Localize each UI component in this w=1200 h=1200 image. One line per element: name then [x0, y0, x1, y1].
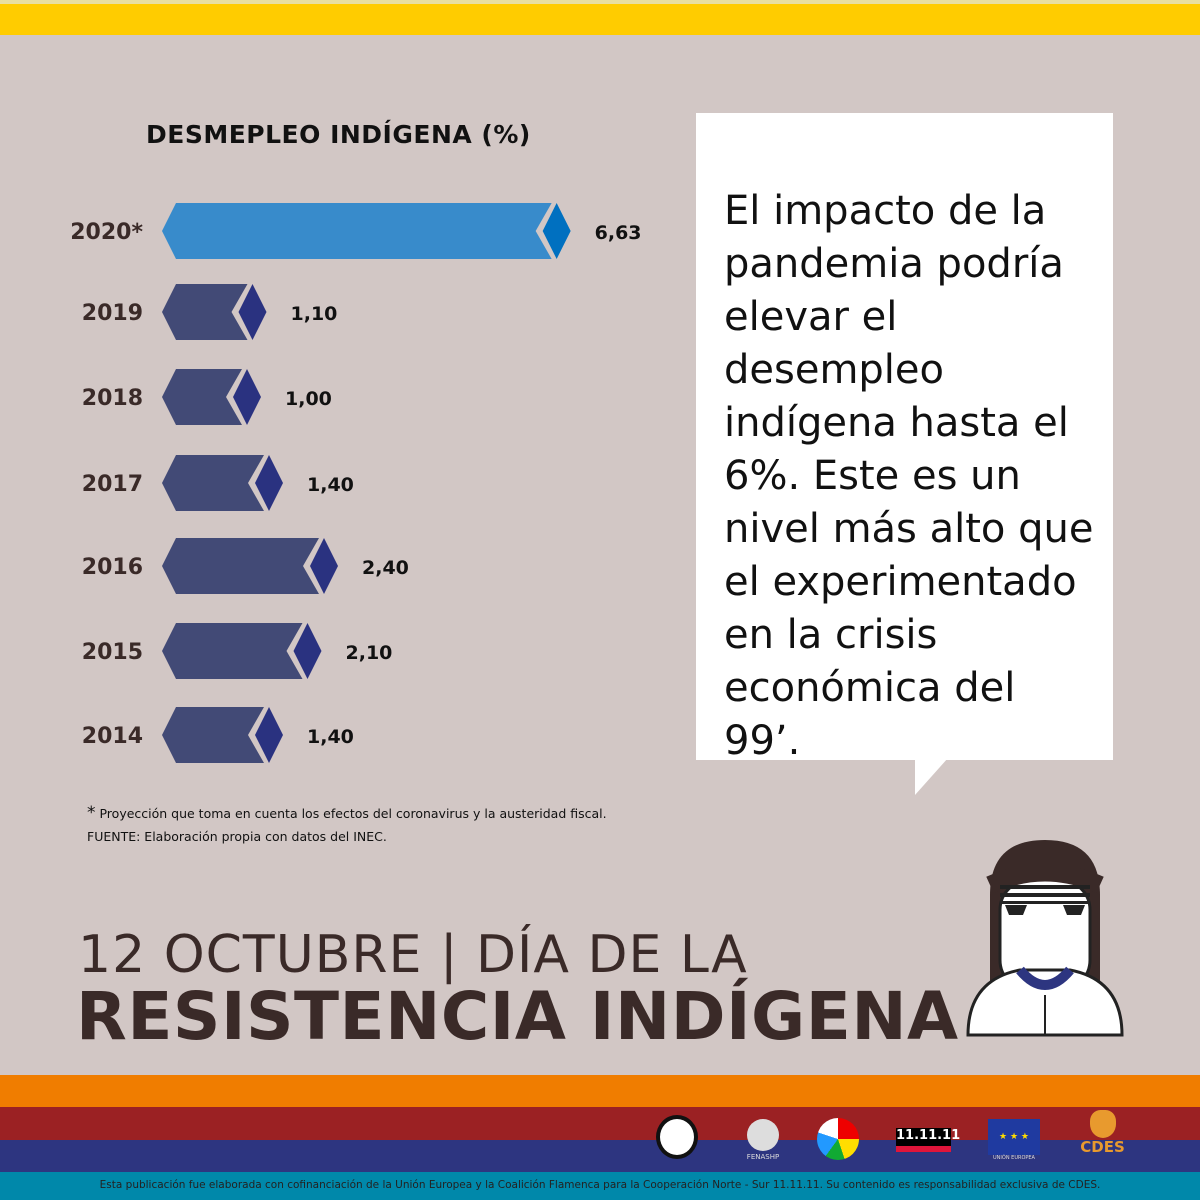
value-label: 1,40: [307, 474, 354, 496]
footer-disclaimer: Esta publicación fue elaborada con cofin…: [99, 1179, 1101, 1191]
year-label: 2018: [82, 386, 143, 411]
chart-title: DESMEPLEO INDÍGENA (%): [146, 120, 531, 149]
conaie-logo: [817, 1118, 859, 1160]
headline-date: 12 OCTUBRE | DÍA DE LA: [78, 925, 748, 985]
year-label: 2020*: [70, 220, 143, 245]
teal-stripe: [0, 1172, 1200, 1200]
bar-2019: [162, 284, 248, 340]
bar-2017: [162, 455, 264, 511]
value-label: 1,00: [285, 388, 332, 410]
cdes-logo: CDES: [1080, 1110, 1125, 1156]
bar-2015: [162, 623, 303, 679]
bar-tip: [238, 284, 267, 340]
indigenous-woman-illustration: [966, 840, 1124, 1037]
eu-logo: ★ ★ ★ UNIÓN EUROPEA: [988, 1119, 1040, 1163]
orange-stripe: [0, 1075, 1200, 1107]
value-label: 1,10: [291, 303, 338, 325]
bar-chart: 2020* 6,63 2019 1,10 2018 1,00 2017 1,40 2016 2,4…: [70, 203, 642, 763]
year-label: 2019: [82, 301, 143, 326]
quote-text: El impacto de la pandemia podría elevar …: [724, 188, 1094, 764]
bar-tip: [293, 623, 322, 679]
bar-tip: [233, 369, 261, 425]
value-label: 2,10: [346, 642, 393, 664]
bar-tip: [255, 707, 283, 763]
bar-tip: [310, 538, 338, 594]
top-stripe: [0, 0, 1200, 4]
projection-note: Proyección que toma en cuenta los efecto…: [99, 806, 607, 821]
bar-2020: [162, 203, 552, 259]
value-label: 2,40: [362, 557, 409, 579]
value-label: 6,63: [595, 222, 642, 244]
bar-2016: [162, 538, 319, 594]
11-11-11-logo: 11.11.11: [896, 1128, 960, 1152]
year-label: 2015: [82, 640, 143, 665]
speech-bubble: [696, 113, 1113, 760]
footnote-projection: * Proyección que toma en cuenta los efec…: [87, 803, 607, 823]
bar-2018: [162, 369, 242, 425]
top-stripe: [0, 4, 1200, 35]
asterisk: *: [87, 803, 96, 823]
bar-2014: [162, 707, 264, 763]
bar-tip: [542, 203, 571, 259]
year-label: 2016: [82, 555, 143, 580]
ecuarunari-logo: [656, 1115, 698, 1159]
source-note: FUENTE: Elaboración propia con datos del…: [87, 829, 387, 844]
headline-title: RESISTENCIA INDÍGENA: [76, 978, 959, 1055]
fenash-logo: FENASHP: [738, 1115, 788, 1165]
year-label: 2014: [82, 724, 143, 749]
bar-tip: [255, 455, 283, 511]
speech-bubble-tail: [915, 758, 948, 795]
year-label: 2017: [82, 472, 143, 497]
value-label: 1,40: [307, 726, 354, 748]
